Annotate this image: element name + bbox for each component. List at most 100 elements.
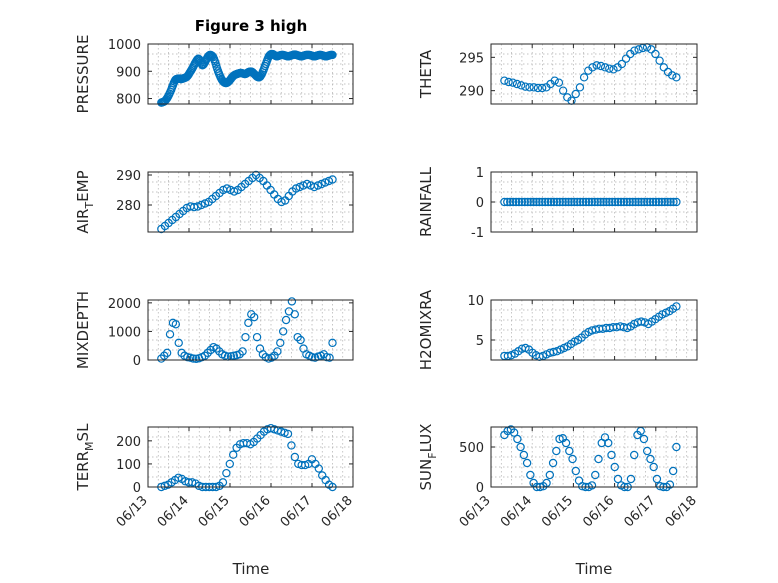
data-point bbox=[545, 470, 555, 480]
data-point bbox=[212, 344, 221, 353]
data-point bbox=[668, 466, 678, 476]
data-point bbox=[567, 197, 576, 207]
y-tick-label: 0 bbox=[133, 481, 141, 496]
data-point bbox=[587, 197, 597, 207]
data-point bbox=[672, 442, 681, 452]
data-point bbox=[529, 197, 538, 207]
data-point bbox=[328, 175, 337, 184]
data-point bbox=[321, 178, 330, 187]
data-point bbox=[669, 197, 678, 207]
data-point bbox=[613, 474, 623, 484]
x-axis-label-right: Time bbox=[575, 560, 613, 578]
x-tick-label: 06/15 bbox=[196, 493, 233, 530]
data-point bbox=[565, 446, 574, 456]
data-point bbox=[273, 347, 282, 356]
data-point bbox=[165, 330, 175, 339]
data-point bbox=[519, 450, 529, 460]
data-point bbox=[639, 434, 649, 444]
data-point bbox=[637, 197, 646, 207]
data-point bbox=[516, 81, 526, 90]
data-point bbox=[571, 466, 580, 476]
data-point bbox=[328, 50, 337, 60]
x-tick-label: 06/18 bbox=[663, 493, 700, 530]
data-point bbox=[189, 202, 199, 212]
data-point bbox=[575, 83, 585, 92]
y-tick-label: 10 bbox=[467, 294, 484, 309]
data-point bbox=[550, 76, 559, 85]
data-point bbox=[592, 61, 601, 70]
data-point bbox=[529, 83, 538, 92]
data-point bbox=[604, 438, 613, 448]
axes-border bbox=[147, 171, 354, 233]
data-point bbox=[655, 56, 664, 65]
data-point bbox=[651, 197, 661, 207]
y-axis-label: AIRTEMP bbox=[74, 170, 96, 233]
y-axis-label: RAINFALL bbox=[417, 166, 435, 237]
figure-title: Figure 3 high bbox=[195, 17, 308, 35]
y-tick-label: 1 bbox=[476, 166, 484, 181]
axes-border bbox=[490, 171, 698, 233]
data-point bbox=[584, 197, 594, 207]
data-point bbox=[241, 332, 250, 342]
y-axis-label: H2OMIXRA bbox=[417, 289, 435, 370]
data-point bbox=[504, 77, 513, 87]
data-point bbox=[634, 197, 643, 207]
data-point bbox=[672, 302, 681, 311]
data-point bbox=[573, 197, 582, 207]
y-tick-label: 295 bbox=[459, 51, 484, 66]
data-point bbox=[189, 354, 198, 363]
data-point bbox=[570, 197, 579, 207]
data-point bbox=[610, 462, 619, 472]
data-point bbox=[514, 197, 524, 207]
data-point bbox=[295, 182, 304, 192]
data-point bbox=[660, 197, 669, 207]
data-point bbox=[558, 86, 568, 95]
data-point bbox=[287, 297, 297, 306]
data-point bbox=[225, 459, 234, 469]
data-point bbox=[276, 338, 285, 348]
data-point bbox=[645, 197, 655, 207]
subplot-h2omixra: 5 10 H2OMIXRA bbox=[417, 289, 698, 370]
data-point bbox=[244, 318, 253, 328]
y-axis-label: PRESSURE bbox=[74, 35, 92, 114]
data-point bbox=[300, 460, 310, 470]
data-point bbox=[608, 197, 617, 207]
data-point bbox=[610, 197, 620, 207]
y-tick-label: 290 bbox=[459, 85, 484, 100]
data-point bbox=[187, 478, 197, 487]
data-point bbox=[665, 480, 675, 489]
subplot-terr-msl: 0 100 200 06/13 06/14 06/15 06/16 06/17 06/18 TER… bbox=[74, 423, 356, 530]
data-point bbox=[605, 64, 614, 73]
y-tick-label: 1000 bbox=[108, 38, 141, 53]
data-point bbox=[218, 478, 228, 487]
data-point bbox=[328, 338, 337, 348]
subplot-mixdepth: 0 1000 2000 MIXDEPTH bbox=[74, 291, 354, 369]
data-point bbox=[522, 458, 532, 468]
data-point bbox=[325, 353, 334, 362]
data-point bbox=[290, 452, 300, 462]
data-point bbox=[290, 310, 299, 319]
data-point bbox=[324, 176, 334, 186]
data-point bbox=[561, 197, 570, 207]
data-point bbox=[508, 78, 517, 87]
x-tick-label: 06/17 bbox=[278, 493, 315, 530]
y-axis-label: TERRMSL bbox=[74, 423, 96, 492]
data-point bbox=[508, 197, 518, 207]
data-point bbox=[593, 197, 602, 207]
data-point bbox=[596, 61, 606, 71]
data-point bbox=[659, 63, 669, 72]
data-point bbox=[511, 197, 521, 207]
data-point bbox=[277, 197, 286, 207]
y-tick-label: 200 bbox=[116, 435, 141, 450]
data-point bbox=[561, 438, 571, 448]
data-point bbox=[590, 197, 599, 207]
data-point bbox=[543, 197, 553, 207]
data-point bbox=[571, 89, 580, 99]
data-point bbox=[594, 454, 603, 464]
data-point bbox=[258, 350, 268, 359]
data-point bbox=[549, 197, 559, 207]
data-point bbox=[520, 197, 529, 207]
data-point bbox=[591, 470, 600, 480]
data-point bbox=[203, 348, 212, 358]
